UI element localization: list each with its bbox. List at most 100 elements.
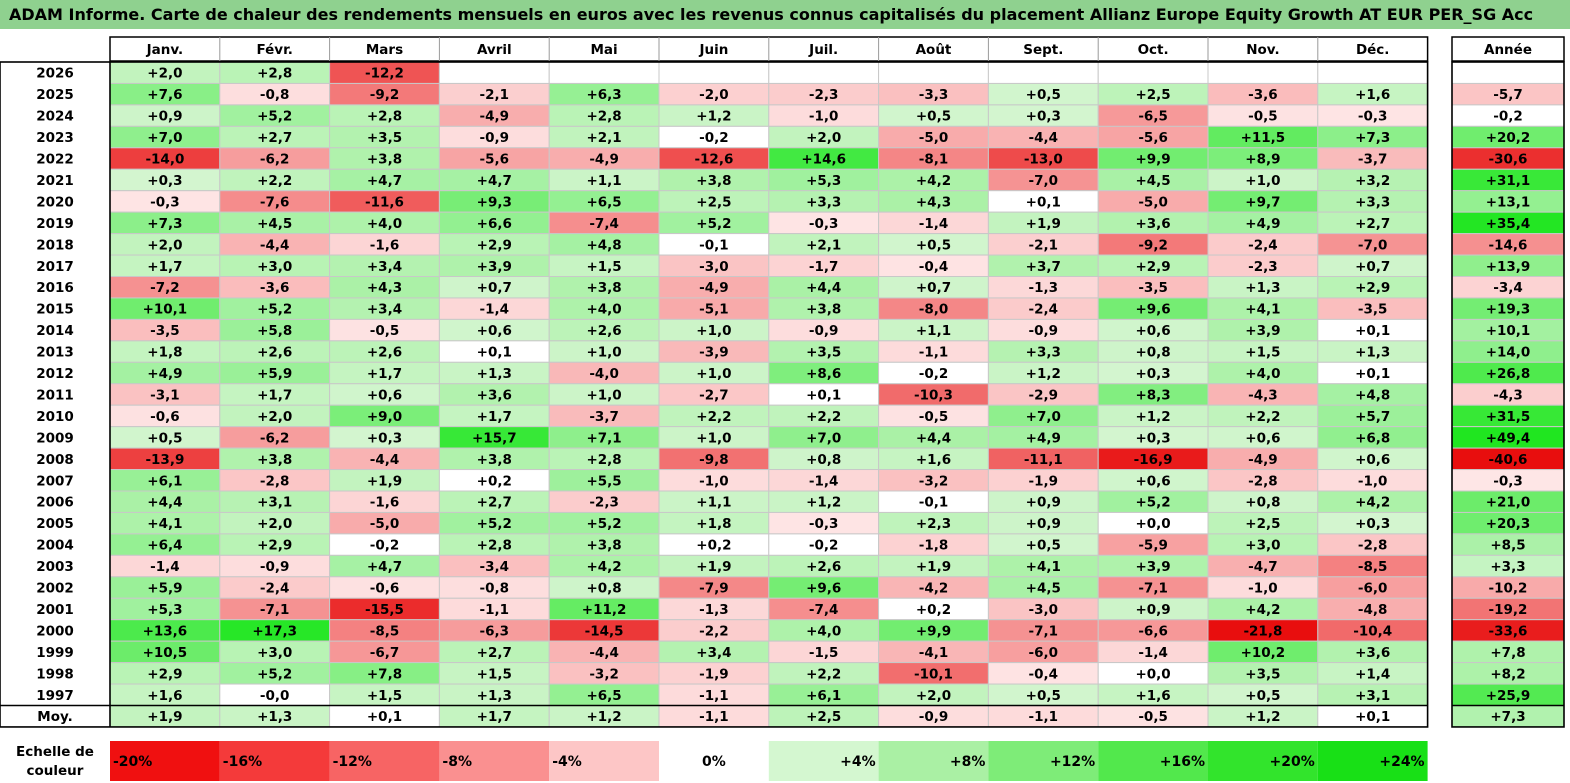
heat-cell-value: -1,1: [1029, 709, 1059, 725]
heat-cell-value: -6,0: [1358, 581, 1388, 597]
year-label: 2005: [36, 516, 74, 532]
heat-cell-value: +4,3: [367, 280, 402, 296]
heat-cell-value: +4,0: [586, 302, 621, 318]
heat-cell-value: -4,9: [699, 280, 729, 296]
month-header-4: Avril: [477, 42, 512, 58]
heat-cell-value: -0,9: [480, 130, 510, 146]
year-total-value: +31,1: [1486, 173, 1531, 189]
heat-cell-value: +0,2: [696, 538, 731, 554]
heat-cell-value: +4,2: [1355, 495, 1390, 511]
heat-cell-value: +1,6: [1355, 87, 1390, 103]
heat-cell-value: +1,3: [1245, 280, 1280, 296]
heat-cell-value: +2,2: [257, 173, 292, 189]
heat-cell-value: +6,4: [147, 538, 182, 554]
heat-cell-value: -21,8: [1243, 623, 1282, 639]
heat-cell-value: -6,7: [370, 645, 400, 661]
heat-cell-value: -1,0: [699, 473, 729, 489]
heat-cell-value: +0,5: [916, 109, 951, 125]
heat-cell-value: -0,9: [260, 559, 290, 575]
heat-cell-value: +4,7: [367, 173, 402, 189]
scale-stop-label: +8%: [950, 754, 986, 770]
heat-cell-value: +0,1: [1355, 366, 1390, 382]
heat-cell-value: -4,4: [260, 237, 290, 253]
scale-stop-label: -20%: [113, 754, 152, 770]
year-total-value: +14,0: [1486, 345, 1531, 361]
heat-cell: [1207, 61, 1319, 84]
year-label: 2013: [36, 345, 74, 361]
heat-cell-value: +1,7: [477, 709, 512, 725]
heat-cell-value: -8,5: [370, 623, 400, 639]
heat-cell-value: -6,5: [1138, 109, 1168, 125]
heat-cell-value: -5,0: [919, 130, 949, 146]
heat-cell-value: +1,0: [586, 387, 621, 403]
scale-stop-label: -12%: [333, 754, 372, 770]
heat-cell-value: -7,1: [260, 602, 290, 618]
year-label: 2017: [36, 259, 74, 275]
heat-cell-value: +2,2: [1245, 409, 1280, 425]
heat-cell-value: +5,2: [1135, 495, 1170, 511]
heat-cell-value: +3,4: [367, 259, 402, 275]
heat-cell-value: -4,4: [370, 452, 400, 468]
heat-cell-value: +0,3: [1135, 366, 1170, 382]
scale-swatch: [439, 741, 550, 781]
year-total-value: +8,5: [1490, 538, 1525, 554]
heat-cell-value: +0,6: [1245, 430, 1280, 446]
month-header-7: Juil.: [808, 42, 838, 58]
heat-cell-value: +3,8: [806, 302, 841, 318]
heat-cell-value: -7,1: [1029, 623, 1059, 639]
heat-cell-value: +3,7: [1026, 259, 1061, 275]
heat-cell-value: -1,3: [1029, 280, 1059, 296]
heat-cell-value: -2,8: [1358, 538, 1388, 554]
year-label: 2008: [36, 452, 74, 468]
heat-cell-value: +5,2: [257, 109, 292, 125]
heat-cell-value: +1,3: [1355, 345, 1390, 361]
heat-cell-value: +2,6: [586, 323, 621, 339]
heat-cell-value: +2,9: [477, 237, 512, 253]
heat-cell: [1317, 61, 1429, 84]
heat-cell-value: -1,4: [150, 559, 180, 575]
heat-cell-value: +0,5: [1026, 688, 1061, 704]
heat-cell-value: -0,6: [150, 409, 180, 425]
year-label: 1997: [36, 688, 74, 704]
heat-cell-value: +3,2: [1355, 173, 1390, 189]
heat-cell-value: +2,9: [1135, 259, 1170, 275]
heat-cell-value: +2,9: [1355, 280, 1390, 296]
year-total-value: +7,3: [1490, 709, 1525, 725]
heat-cell-value: +4,0: [806, 623, 841, 639]
year-label: 2010: [36, 409, 74, 425]
heat-cell-value: -9,2: [1138, 237, 1168, 253]
month-header-5: Mai: [591, 42, 618, 58]
heat-cell-value: +0,9: [1026, 516, 1061, 532]
heat-cell-value: +0,1: [1026, 194, 1061, 210]
heat-cell-value: +0,6: [1135, 473, 1170, 489]
heat-cell-value: +2,8: [586, 109, 621, 125]
heat-cell-value: +3,3: [806, 194, 841, 210]
heat-cell-value: -3,0: [699, 259, 729, 275]
heat-cell-value: +0,8: [1135, 345, 1170, 361]
heat-cell: [1097, 61, 1209, 84]
heat-cell-value: -0,3: [809, 216, 839, 232]
scale-stop-label: +4%: [840, 754, 876, 770]
heat-cell-value: +3,1: [1355, 688, 1390, 704]
year-total-value: +8,2: [1490, 666, 1525, 682]
year-total-value: +25,9: [1486, 688, 1531, 704]
heat-cell-value: -6,0: [1029, 645, 1059, 661]
heat-cell-value: +0,3: [1135, 430, 1170, 446]
heat-cell-value: +1,5: [586, 259, 621, 275]
heat-cell-value: +1,2: [696, 109, 731, 125]
heat-cell-value: -2,4: [1248, 237, 1278, 253]
heat-cell-value: -3,2: [919, 473, 949, 489]
heat-cell-value: +2,7: [477, 645, 512, 661]
year-total-value: -4,3: [1493, 387, 1523, 403]
scale-swatch: [1317, 741, 1428, 781]
heat-cell-value: +0,1: [1355, 709, 1390, 725]
heat-cell-value: -1,4: [809, 473, 839, 489]
month-header-9: Sept.: [1023, 42, 1063, 58]
heat-cell-value: -0,5: [1248, 109, 1278, 125]
heat-cell-value: +0,0: [1135, 666, 1170, 682]
heat-cell-value: +1,3: [477, 688, 512, 704]
year-label: 2012: [36, 366, 74, 382]
heat-cell: [438, 61, 550, 84]
grid-border: [0, 61, 1429, 728]
heat-cell-value: +10,5: [143, 645, 188, 661]
